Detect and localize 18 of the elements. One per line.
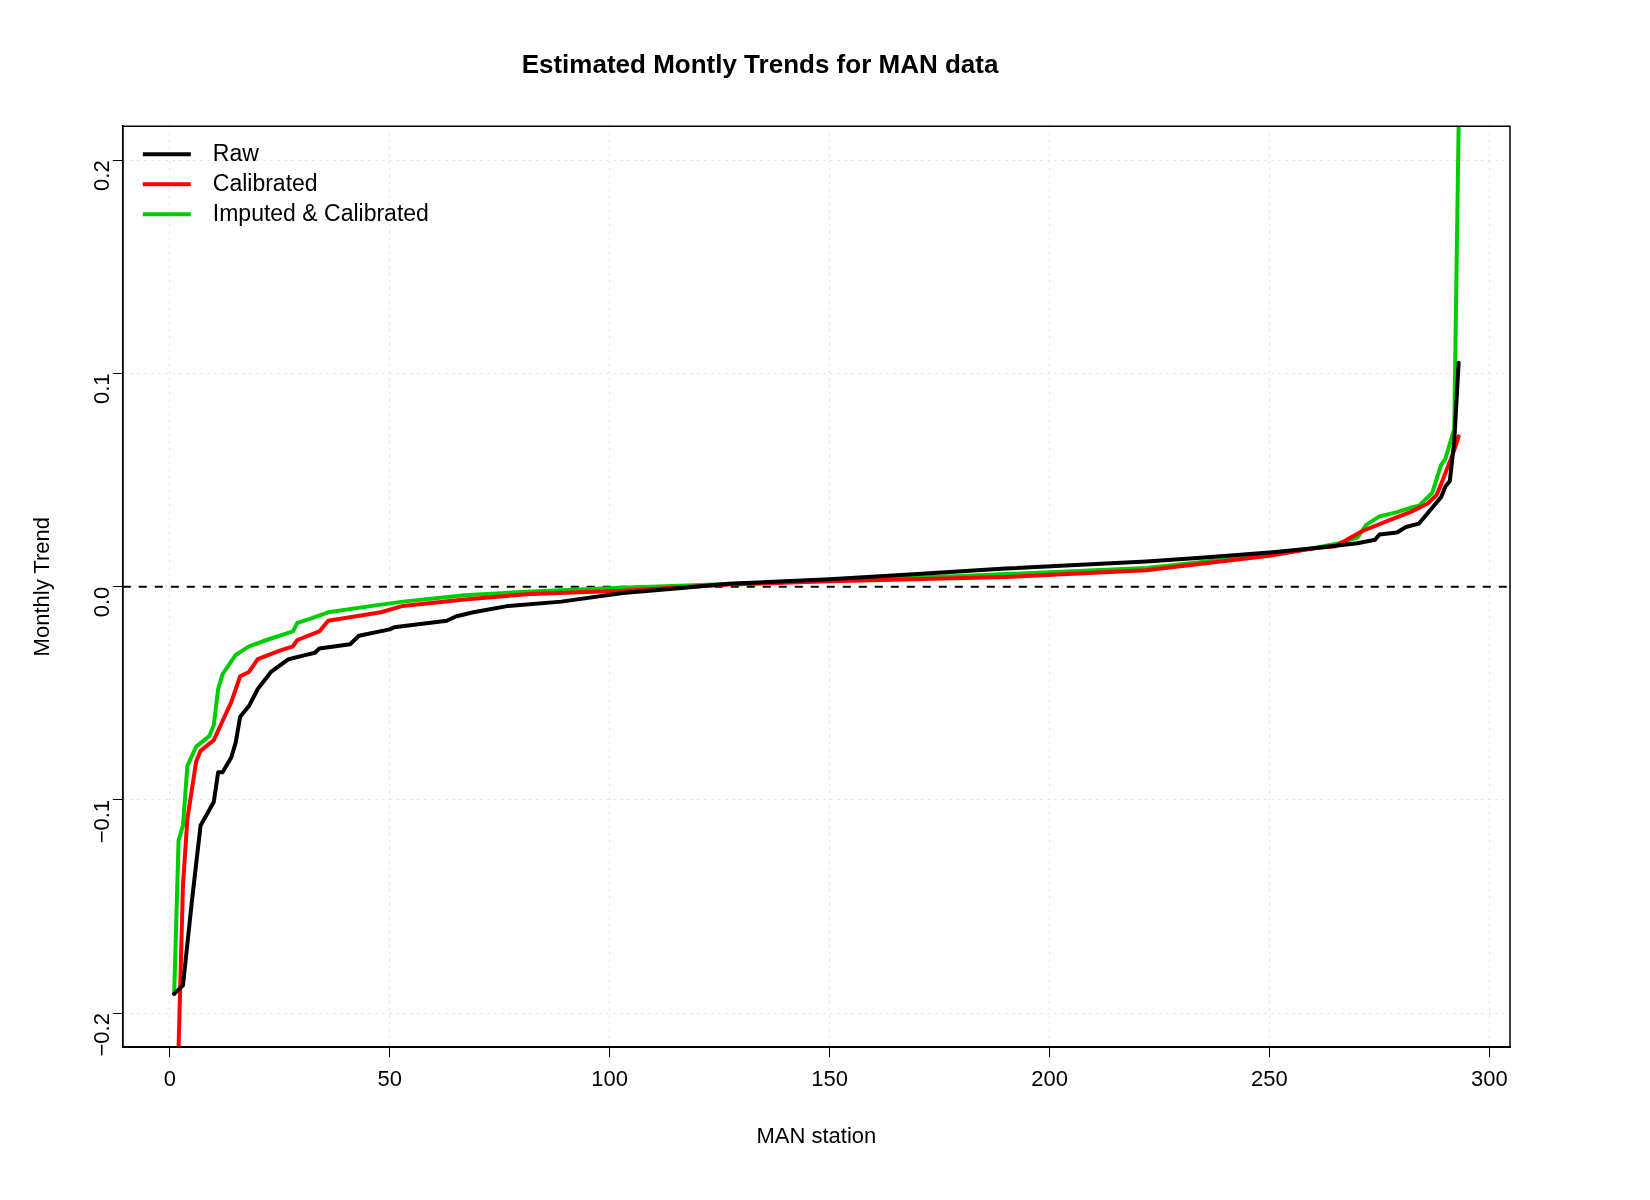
y-tick-label: 0.2 [88, 160, 114, 191]
legend-label: Imputed & Calibrated [212, 199, 429, 226]
y-axis-title: Monthly Trend [29, 517, 55, 657]
legend-label: Raw [212, 139, 260, 166]
x-tick-label: 50 [377, 1066, 402, 1092]
x-tick-label: 250 [1251, 1066, 1288, 1092]
y-tick-label: −0.2 [88, 1013, 114, 1057]
x-tick-label: 100 [591, 1066, 629, 1092]
y-tick-label: 0.1 [88, 373, 114, 405]
y-tick-label: 0.0 [88, 586, 114, 618]
x-axis-title: MAN station [756, 1122, 877, 1148]
x-tick-label: 300 [1471, 1066, 1508, 1092]
x-tick-label: 150 [811, 1066, 848, 1092]
y-tick-label: −0.1 [88, 799, 114, 844]
legend-label: Calibrated [212, 169, 318, 196]
x-tick-label: 0 [163, 1066, 176, 1092]
x-tick-label: 200 [1031, 1066, 1068, 1092]
chart-title: Estimated Montly Trends for MAN data [521, 48, 999, 79]
